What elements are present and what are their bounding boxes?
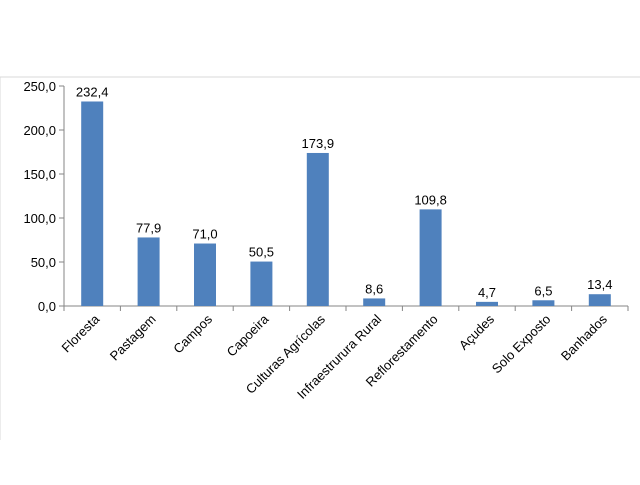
- data-label: 109,8: [414, 192, 447, 207]
- bar: [137, 237, 160, 306]
- category-label: Banhados: [558, 311, 610, 363]
- bar: [250, 261, 273, 306]
- bars: [81, 101, 611, 306]
- data-label: 71,0: [192, 227, 217, 242]
- data-label: 232,4: [76, 84, 109, 99]
- bar: [194, 243, 216, 306]
- data-label: 8,6: [365, 281, 383, 296]
- data-label: 6,5: [534, 283, 552, 298]
- category-label: Floresta: [59, 311, 103, 355]
- y-tick-label: 250,0: [23, 79, 56, 94]
- y-tick-label: 50,0: [31, 255, 56, 270]
- bar: [419, 209, 442, 306]
- data-label: 13,4: [587, 277, 612, 292]
- category-label: Açudes: [456, 311, 498, 353]
- data-label: 50,5: [249, 245, 274, 260]
- category-label: Capoeira: [224, 311, 272, 359]
- data-label: 173,9: [302, 136, 335, 151]
- category-label: Pastagem: [107, 312, 159, 364]
- y-axis: 0,0 50,0 100,0 150,0 200,0 250,0: [23, 79, 65, 314]
- category-label: Solo Exposto: [489, 312, 554, 377]
- bar: [476, 301, 498, 306]
- y-tick-label: 0,0: [38, 299, 56, 314]
- data-label: 4,7: [478, 285, 496, 300]
- bar: [363, 298, 386, 306]
- data-labels: 232,4 77,9 71,0 50,5 173,9 8,6 109,8 4,7 6,5 13,4: [76, 84, 613, 299]
- data-label: 77,9: [136, 220, 161, 235]
- y-tick-label: 150,0: [23, 167, 56, 182]
- y-tick-label: 200,0: [23, 123, 56, 138]
- y-tick-label: 100,0: [23, 211, 56, 226]
- bar: [532, 300, 555, 306]
- bar: [588, 294, 611, 306]
- category-label: Campos: [170, 311, 215, 356]
- bar: [81, 101, 104, 306]
- bar: [306, 152, 329, 306]
- x-axis: [63, 305, 629, 311]
